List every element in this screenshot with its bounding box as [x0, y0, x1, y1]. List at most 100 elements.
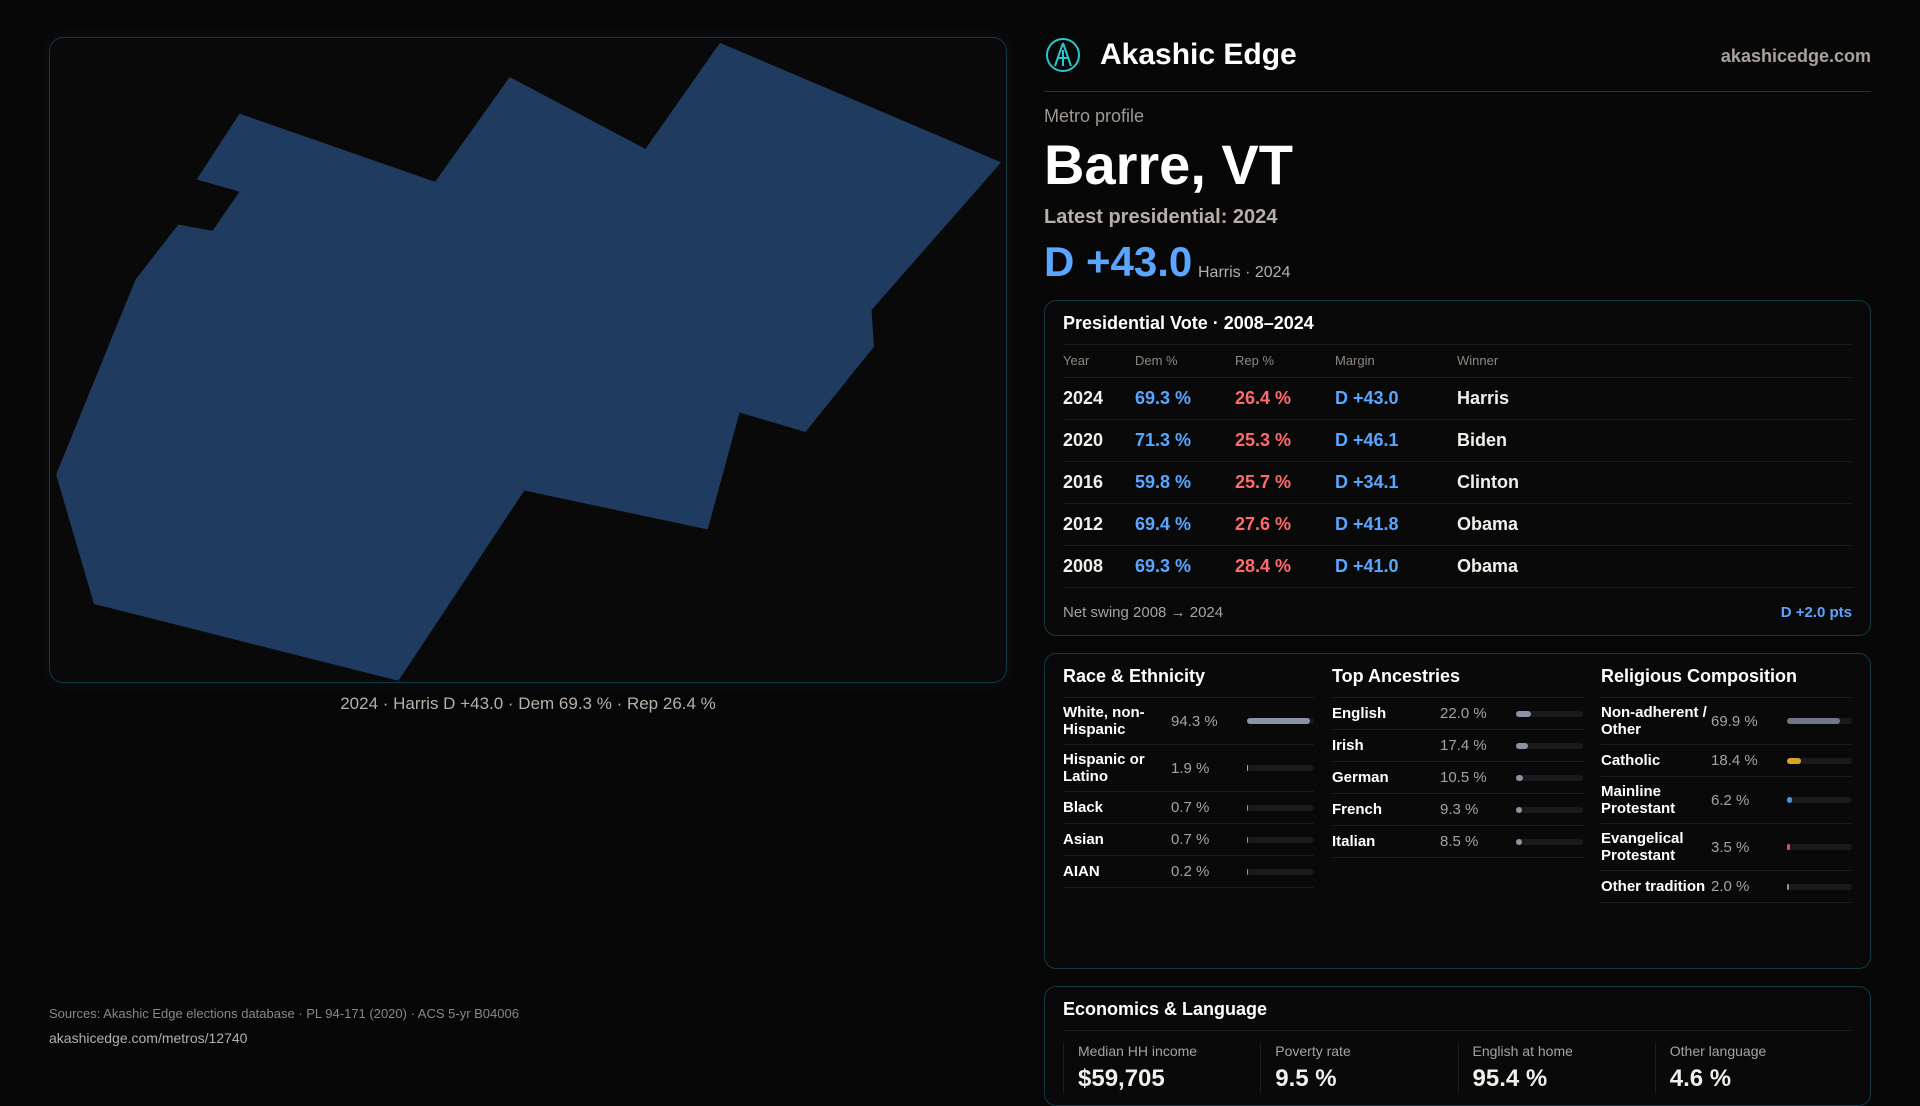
item-label: German: [1332, 769, 1389, 786]
page-title: Barre, VT: [1044, 133, 1293, 196]
dem-cell: 69.3 %: [1135, 377, 1235, 420]
item-percent: 3.5 %: [1711, 838, 1750, 856]
table-row: 2024 69.3 % 26.4 % D +43.0 Harris: [1063, 377, 1852, 420]
rep-cell: 25.7 %: [1235, 461, 1335, 504]
metro-boundary-shape[interactable]: [56, 42, 1002, 681]
year-cell: 2020: [1063, 419, 1135, 462]
item-percent: 1.9 %: [1171, 759, 1210, 777]
share-bar-fill: [1516, 710, 1531, 717]
margin-cell: D +43.0: [1335, 377, 1457, 420]
ancestry-column: Top Ancestries English 22.0 % Irish 17.4 % Ge…: [1332, 666, 1583, 956]
net-swing: Net swing 2008 → 2024 D +2.0 pts: [1063, 604, 1852, 621]
share-bar-fill: [1787, 757, 1802, 764]
rep-cell: 25.3 %: [1235, 419, 1335, 462]
brand-name: Akashic Edge: [1100, 38, 1297, 71]
list-item: Other tradition 2.0 %: [1601, 871, 1852, 903]
stat-value: 4.6 %: [1669, 1065, 1732, 1092]
presidential-vote-card: Presidential Vote · 2008–2024 Year Dem % R…: [1044, 300, 1871, 636]
share-bar: [1516, 774, 1583, 781]
stat-label: English at home: [1472, 1043, 1573, 1059]
share-bar: [1247, 765, 1314, 771]
share-bar-fill: [1247, 718, 1311, 724]
net-swing-label: Net swing 2008 → 2024: [1063, 603, 1224, 621]
stat-item: English at home 95.4 %: [1457, 1043, 1655, 1093]
stat-label: Median HH income: [1078, 1043, 1198, 1059]
dem-cell: 69.4 %: [1135, 503, 1235, 546]
item-percent: 17.4 %: [1440, 737, 1487, 754]
brand[interactable]: Akashic Edge: [1044, 36, 1297, 74]
column-header: Year: [1063, 345, 1135, 378]
item-label: Asian: [1063, 831, 1104, 848]
list-item: Hispanic or Latino 1.9 %: [1063, 745, 1314, 792]
share-bar-fill: [1787, 844, 1790, 850]
item-label: Irish: [1332, 737, 1364, 754]
net-swing-value: D +2.0 pts: [1780, 603, 1852, 621]
share-bar: [1787, 883, 1852, 890]
share-bar: [1247, 836, 1314, 843]
site-link[interactable]: akashicedge.com: [1720, 46, 1871, 66]
share-bar: [1787, 844, 1852, 850]
metro-map: [56, 42, 1002, 681]
year-cell: 2008: [1063, 545, 1135, 588]
econ-stats: Median HH income $59,705 Poverty rate 9.5 %…: [1063, 1043, 1852, 1093]
economics-card: Economics & Language Median HH income $59…: [1044, 986, 1871, 1106]
item-percent: 2.0 %: [1711, 878, 1750, 895]
share-bar: [1787, 797, 1852, 803]
list-item: English 22.0 %: [1332, 698, 1583, 730]
winner-cell: Obama: [1457, 503, 1852, 546]
share-bar-fill: [1787, 718, 1841, 724]
item-label: White, non-Hispanic: [1063, 704, 1145, 738]
kicker: Metro profile: [1044, 106, 1145, 126]
share-bar-fill: [1247, 804, 1249, 811]
permalink[interactable]: akashicedge.com/metros/12740: [49, 1030, 248, 1046]
share-bar: [1516, 742, 1583, 749]
demographics-card: Race & Ethnicity White, non-Hispanic 94.3 …: [1044, 653, 1871, 969]
share-bar: [1247, 718, 1314, 724]
item-percent: 94.3 %: [1171, 712, 1218, 730]
card-title: Race & Ethnicity: [1063, 666, 1314, 698]
share-bar: [1787, 757, 1852, 764]
margin-cell: D +46.1: [1335, 419, 1457, 462]
headline-margin: D +43.0: [1044, 238, 1193, 285]
share-bar-fill: [1516, 774, 1524, 781]
stat-value: 95.4 %: [1472, 1065, 1548, 1092]
year-cell: 2016: [1063, 461, 1135, 504]
stat-label: Poverty rate: [1275, 1043, 1351, 1059]
card-title: Presidential Vote · 2008–2024: [1063, 313, 1852, 345]
column-header: Winner: [1457, 345, 1852, 378]
list-item: German 10.5 %: [1332, 762, 1583, 794]
year-cell: 2024: [1063, 377, 1135, 420]
share-bar-fill: [1247, 765, 1249, 771]
item-percent: 0.7 %: [1171, 831, 1210, 848]
share-bar-fill: [1247, 836, 1249, 843]
share-bar: [1516, 806, 1583, 813]
margin-cell: D +41.8: [1335, 503, 1457, 546]
stat-value: $59,705: [1078, 1065, 1165, 1092]
share-bar-fill: [1516, 742, 1528, 749]
vote-table: Year Dem % Rep % Margin Winner 2024 69.3 % 26.…: [1063, 345, 1852, 588]
item-percent: 0.7 %: [1171, 799, 1210, 816]
list-item: Asian 0.7 %: [1063, 824, 1314, 856]
winner-cell: Obama: [1457, 545, 1852, 588]
race-column: Race & Ethnicity White, non-Hispanic 94.3 …: [1063, 666, 1314, 956]
rep-cell: 28.4 %: [1235, 545, 1335, 588]
dem-cell: 59.8 %: [1135, 461, 1235, 504]
share-bar: [1516, 838, 1583, 845]
item-label: Italian: [1332, 833, 1376, 850]
item-percent: 8.5 %: [1440, 833, 1479, 850]
margin-cell: D +34.1: [1335, 461, 1457, 504]
item-label: English: [1332, 705, 1387, 722]
item-percent: 10.5 %: [1440, 769, 1487, 786]
share-bar: [1247, 868, 1314, 875]
share-bar-fill: [1516, 806, 1523, 813]
item-label: Hispanic or Latino: [1063, 751, 1145, 785]
map-panel[interactable]: [49, 37, 1007, 683]
religion-column: Religious Composition Non-adherent / Othe…: [1601, 666, 1852, 956]
table-row: 2020 71.3 % 25.3 % D +46.1 Biden: [1063, 419, 1852, 462]
item-label: AIAN: [1063, 863, 1100, 880]
compass-emblem-icon: [1046, 38, 1080, 72]
share-bar: [1516, 710, 1583, 717]
map-caption: 2024 · Harris D +43.0 · Dem 69.3 % · Rep…: [340, 694, 716, 713]
winner-cell: Harris: [1457, 377, 1852, 420]
list-item: Evangelical Protestant 3.5 %: [1601, 824, 1852, 871]
